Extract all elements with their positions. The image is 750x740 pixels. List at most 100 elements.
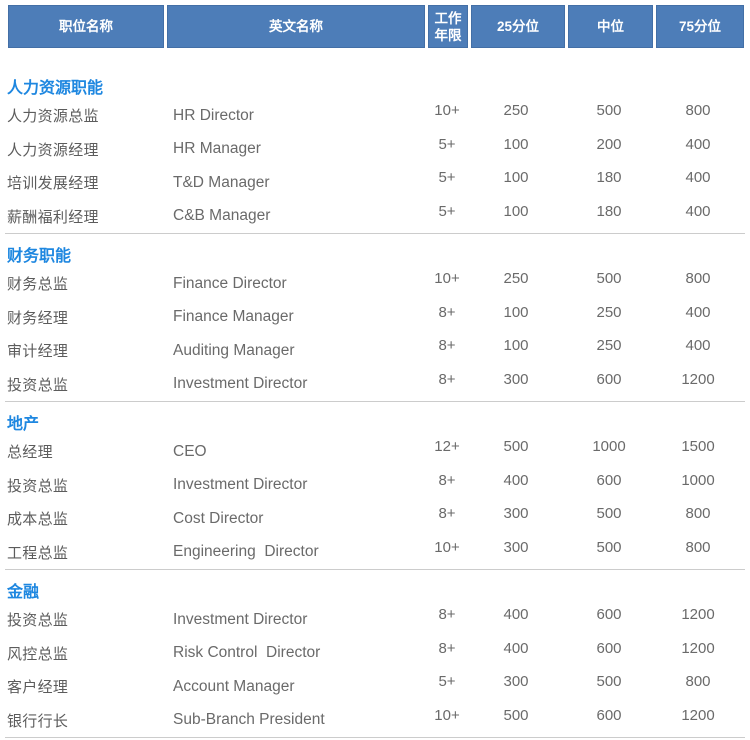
work-years-value: 10+ [434,706,460,724]
median-value: 600 [596,471,622,489]
table-row: 投资总监 Investment Director 8+ 400 600 1000 [7,469,750,503]
table-row: 人力资源总监 HR Director 10+ 250 500 800 [7,99,750,133]
percentile-25-value: 400 [503,471,529,489]
table-section: 财务职能 财务总监 Finance Director 10+ 250 500 8… [0,234,750,402]
table-row: 成本总监 Cost Director 8+ 300 500 800 [7,502,750,536]
median-value: 600 [596,370,622,388]
percentile-75-value: 800 [685,673,711,691]
table-row: 财务经理 Finance Manager 8+ 100 250 400 [7,301,750,335]
position-name-en: Investment Director [173,476,308,494]
percentile-75-value: 800 [685,270,711,288]
position-name-en: Cost Director [173,509,264,527]
percentile-75-value: 1500 [681,438,715,456]
work-years-value: 8+ [438,337,456,355]
work-years-value: 8+ [438,505,456,523]
percentile-25-value: 400 [503,606,529,624]
median-value: 1000 [592,438,626,456]
position-name-en: Risk Control Director [173,644,321,662]
position-name-en: CEO [173,442,207,460]
percentile-25-value: 100 [503,202,529,220]
percentile-75-value: 1000 [681,471,715,489]
table-row: 工程总监 Engineering Director 10+ 300 500 80… [7,536,750,570]
position-name-cn: 成本总监 [7,511,69,529]
position-name-cn: 投资总监 [7,376,69,394]
percentile-75-value: 400 [685,303,711,321]
section-title: 财务职能 [7,248,72,265]
work-years-value: 12+ [434,438,460,456]
median-value: 500 [596,270,622,288]
section-rows: 人力资源总监 HR Director 10+ 250 500 800 人力资源经… [0,99,750,233]
position-name-cn: 投资总监 [7,612,69,630]
percentile-75-value: 800 [685,538,711,556]
section-title: 地产 [7,416,40,433]
percentile-25-value: 300 [503,673,529,691]
position-name-en: Auditing Manager [173,341,295,359]
median-value: 600 [596,706,622,724]
position-name-cn: 客户经理 [7,679,69,697]
percentile-25-value: 250 [503,270,529,288]
percentile-25-value: 100 [503,135,529,153]
section-divider [5,737,745,738]
median-value: 180 [596,169,622,187]
table-row: 审计经理 Auditing Manager 8+ 100 250 400 [7,334,750,368]
percentile-75-value: 1200 [681,639,715,657]
percentile-75-value: 400 [685,202,711,220]
section-rows: 总经理 CEO 12+ 500 1000 1500 投资总监 Investmen… [0,435,750,569]
table-row: 人力资源经理 HR Manager 5+ 100 200 400 [7,133,750,167]
table-section: 地产 总经理 CEO 12+ 500 1000 1500 投资总监 Invest… [0,402,750,570]
position-name-cn: 薪酬福利经理 [7,208,99,226]
percentile-25-value: 100 [503,303,529,321]
position-name-en: Finance Manager [173,308,294,326]
position-name-en: C&B Manager [173,207,271,225]
percentile-25-value: 300 [503,538,529,556]
work-years-value: 8+ [438,639,456,657]
table-section: 金融 投资总监 Investment Director 8+ 400 600 1… [0,570,750,738]
percentile-75-value: 800 [685,505,711,523]
percentile-25-value: 250 [503,102,529,120]
header-cell-english-name: 英文名称 [167,5,425,48]
position-name-en: T&D Manager [173,173,270,191]
work-years-value: 10+ [434,270,460,288]
table-body: 人力资源职能 人力资源总监 HR Director 10+ 250 500 80… [0,48,750,738]
position-name-en: Sub-Branch President [173,711,325,729]
percentile-25-value: 500 [503,706,529,724]
position-name-en: Finance Director [173,274,287,292]
work-years-value: 5+ [438,135,456,153]
median-value: 200 [596,135,622,153]
percentile-25-value: 500 [503,438,529,456]
header-cell-median: 中位 [568,5,653,48]
position-name-cn: 审计经理 [7,343,69,361]
table-row: 财务总监 Finance Director 10+ 250 500 800 [7,267,750,301]
position-name-cn: 工程总监 [7,544,69,562]
percentile-75-value: 1200 [681,606,715,624]
position-name-en: HR Director [173,106,254,124]
section-rows: 投资总监 Investment Director 8+ 400 600 1200… [0,603,750,737]
median-value: 250 [596,337,622,355]
median-value: 180 [596,202,622,220]
median-value: 500 [596,673,622,691]
position-name-en: Investment Director [173,375,308,393]
position-name-cn: 总经理 [7,444,53,462]
section-title: 人力资源职能 [7,80,104,97]
percentile-25-value: 300 [503,370,529,388]
percentile-75-value: 1200 [681,706,715,724]
work-years-value: 5+ [438,673,456,691]
work-years-value: 10+ [434,102,460,120]
percentile-25-value: 100 [503,169,529,187]
median-value: 250 [596,303,622,321]
median-value: 500 [596,102,622,120]
table-row: 银行行长 Sub-Branch President 10+ 500 600 12… [7,704,750,738]
table-section: 人力资源职能 人力资源总监 HR Director 10+ 250 500 80… [0,48,750,234]
percentile-75-value: 400 [685,337,711,355]
percentile-75-value: 400 [685,135,711,153]
position-name-cn: 财务经理 [7,309,69,327]
position-name-cn: 人力资源经理 [7,141,99,159]
median-value: 600 [596,606,622,624]
work-years-value: 5+ [438,169,456,187]
position-name-en: Investment Director [173,610,308,628]
position-name-en: Account Manager [173,677,295,695]
section-title: 金融 [7,584,40,601]
median-value: 500 [596,505,622,523]
work-years-value: 5+ [438,202,456,220]
